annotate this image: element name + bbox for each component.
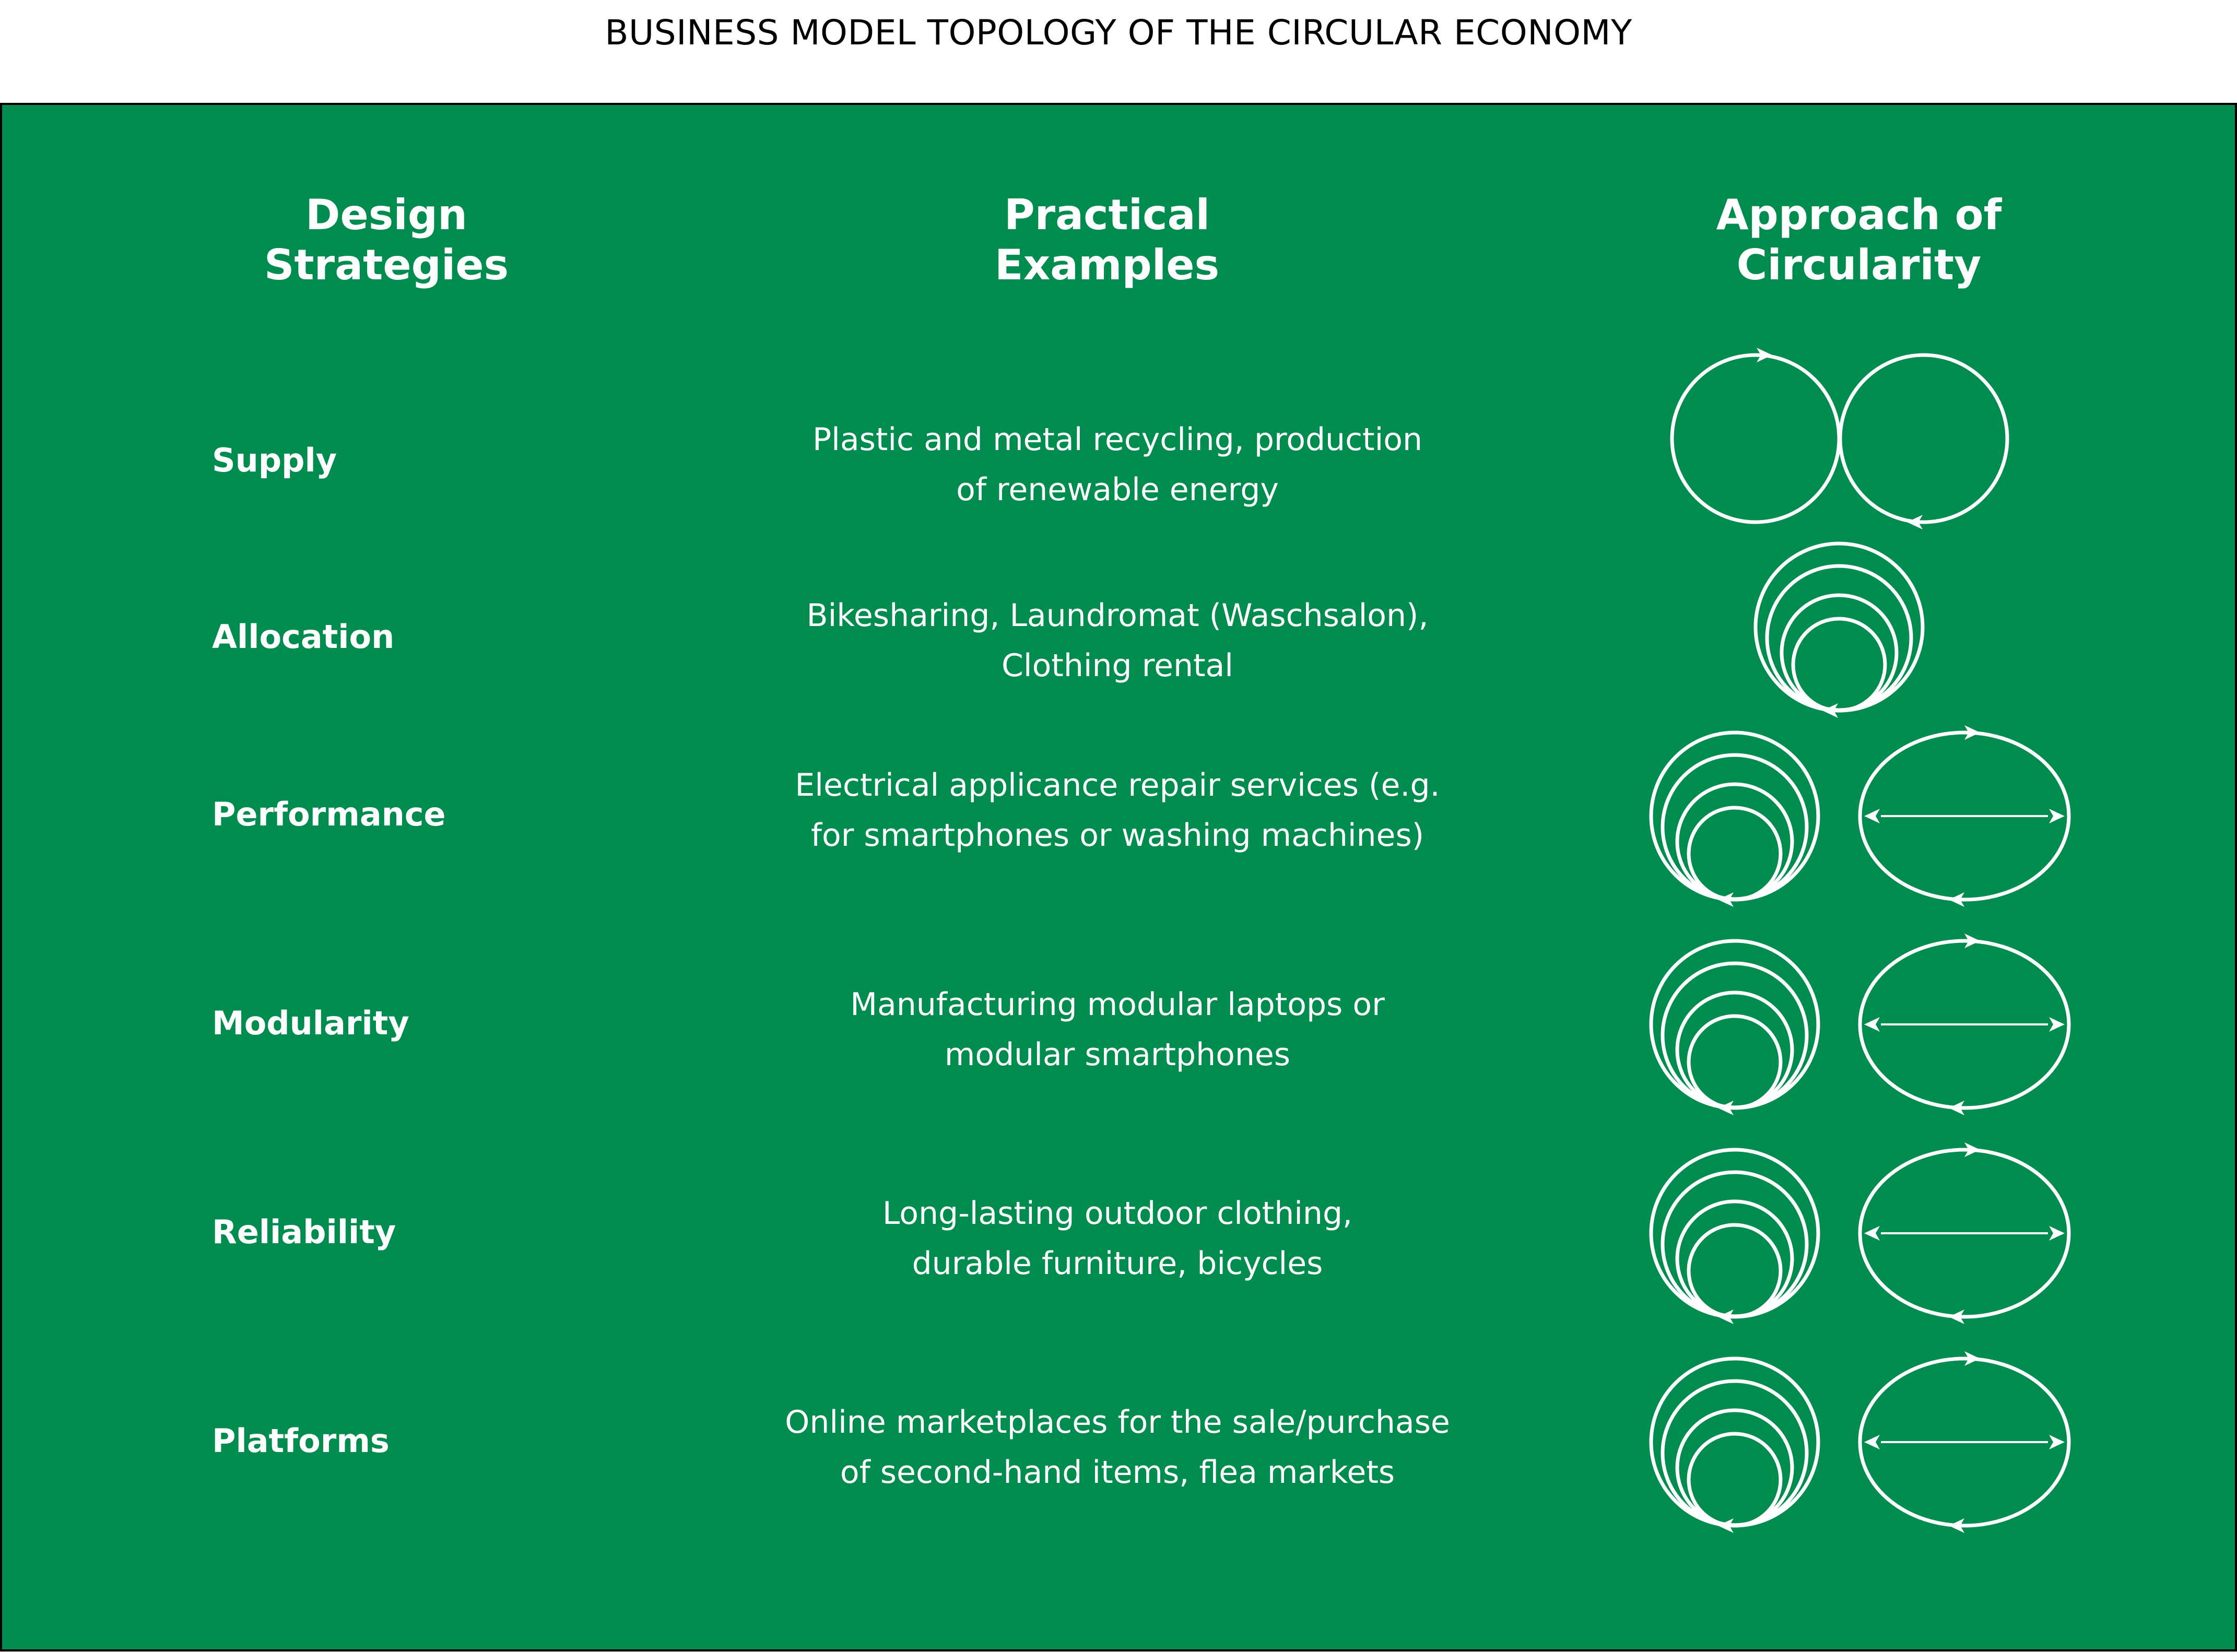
example-line: Plastic and metal recycling, production [812,421,1422,458]
exchange-loop-icon [1860,725,2069,907]
header-practical-examples: Practical Examples [872,190,1342,290]
nested-loops-icon [1651,733,1818,907]
example-performance: Electrical applicance repair services (e… [721,760,1514,860]
nested-loops-icon [1651,1359,1818,1533]
strategy-platforms: Platforms [212,1422,390,1460]
header-line: Practical [1004,191,1210,239]
strategy-reliability: Reliability [212,1213,396,1251]
exchange-loop-icon [1860,934,2069,1115]
example-line: of second-hand items, flea markets [840,1454,1395,1491]
strategy-performance: Performance [212,795,446,833]
header-line: Circularity [1736,241,1982,289]
header-line: Approach of [1716,191,2002,239]
header-line: Examples [994,241,1220,289]
example-line: durable furniture, bicycles [912,1245,1323,1282]
topology-panel [0,103,2237,1651]
example-line: of renewable energy [956,471,1279,508]
header-approach-of-circularity: Approach of Circularity [1624,190,2094,290]
exchange-loop-icon [1860,1142,2069,1324]
diagram-title: BUSINESS MODEL TOPOLOGY OF THE CIRCULAR … [605,13,1632,53]
example-line: Electrical applicance repair services (e… [795,767,1440,804]
strategy-allocation: Allocation [212,618,395,656]
example-line: Bikesharing, Laundromat (Waschsalon), [806,597,1429,634]
example-reliability: Long-lasting outdoor clothing, durable f… [721,1188,1514,1289]
header-line: Strategies [264,241,509,289]
header-line: Design [305,191,467,239]
example-supply: Plastic and metal recycling, production … [721,415,1514,515]
nested-loops-icon [1756,544,1923,718]
example-modularity: Manufacturing modular laptops or modular… [721,980,1514,1080]
example-line: Manufacturing modular laptops or [850,986,1385,1023]
example-line: for smartphones or washing machines) [810,817,1424,854]
exchange-loop-icon [1860,1351,2069,1533]
header-design-strategies: Design Strategies [151,190,621,290]
example-platforms: Online marketplaces for the sale/purchas… [721,1397,1514,1497]
example-line: Clothing rental [1002,647,1233,684]
example-line: Online marketplaces for the sale/purchas… [785,1404,1450,1441]
double-loop-icon [1670,348,2009,529]
nested-loops-icon [1651,1150,1818,1324]
example-line: modular smartphones [944,1036,1291,1073]
strategy-supply: Supply [212,441,337,479]
nested-loops-icon [1651,941,1818,1115]
strategy-modularity: Modularity [212,1004,409,1042]
example-allocation: Bikesharing, Laundromat (Waschsalon), Cl… [721,591,1514,691]
example-line: Long-lasting outdoor clothing, [882,1195,1353,1232]
